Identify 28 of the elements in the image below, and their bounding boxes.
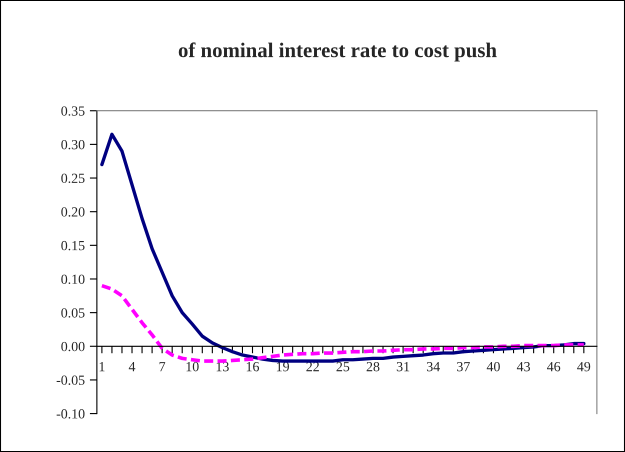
x-tick-label: 16: [246, 362, 260, 372]
y-tick-label: 0.05: [61, 308, 85, 318]
x-tick-label: 28: [366, 362, 380, 372]
x-tick-label: 46: [547, 362, 560, 372]
x-tick-label: 49: [577, 362, 590, 372]
x-tick-label: 1: [100, 362, 105, 372]
x-tick-label: 40: [486, 362, 500, 372]
y-tick-label: 0.30: [61, 140, 85, 150]
x-tick-label: 31: [396, 362, 410, 372]
x-tick-label: 25: [336, 362, 350, 372]
y-tick-label: -0.10: [56, 409, 85, 419]
line-series: [100, 284, 586, 363]
x-tick-label: 43: [516, 362, 530, 372]
y-tick-label: 0.15: [61, 240, 85, 250]
line-series: [100, 132, 586, 363]
x-tick-label: 37: [457, 362, 470, 372]
y-tick-label: 0.00: [61, 342, 85, 352]
x-tick-label: 34: [426, 362, 440, 372]
chart-title: of nominal interest rate to cost push: [178, 42, 497, 62]
y-tick-label: 0.20: [61, 207, 85, 217]
y-tick-label: 0.35: [61, 106, 85, 116]
y-tick-label: -0.05: [56, 376, 85, 385]
y-tick-label: 0.25: [61, 174, 85, 184]
x-tick-label: 19: [276, 362, 289, 372]
x-tick-label: 4: [128, 362, 136, 372]
x-tick-label: 7: [160, 362, 166, 372]
y-tick-label: 0.10: [61, 274, 85, 284]
x-tick-label: 10: [186, 362, 199, 372]
